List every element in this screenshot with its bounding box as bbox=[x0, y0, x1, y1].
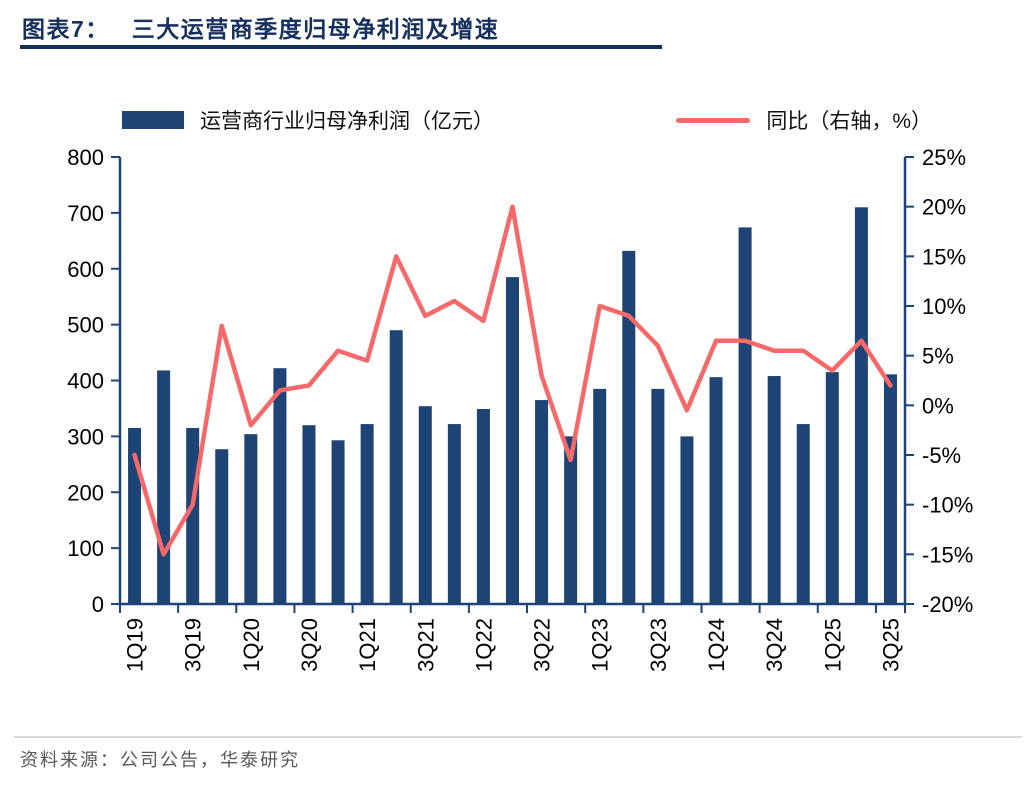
right-axis-label: 20% bbox=[922, 195, 966, 220]
bar-4Q19 bbox=[215, 449, 229, 604]
bar-3Q22 bbox=[535, 400, 549, 604]
bar-2Q23 bbox=[622, 250, 636, 604]
bar-4Q20 bbox=[331, 440, 345, 604]
bar-2Q24 bbox=[738, 227, 752, 604]
x-axis-label: 3Q23 bbox=[646, 618, 671, 672]
x-axis-label: 3Q22 bbox=[530, 618, 555, 672]
left-axis-label: 400 bbox=[67, 369, 104, 394]
bar-3Q20 bbox=[302, 425, 316, 604]
left-axis-label: 300 bbox=[67, 424, 104, 449]
legend-item-yoy: 同比（右轴，%） bbox=[676, 105, 932, 135]
bar-2Q25 bbox=[854, 207, 868, 604]
left-axis-label: 500 bbox=[67, 313, 104, 338]
left-axis-label: 0 bbox=[92, 592, 104, 617]
right-axis-label: 25% bbox=[922, 145, 966, 170]
left-axis-label: 100 bbox=[67, 536, 104, 561]
chart-title-prefix: 图表7： bbox=[22, 16, 110, 42]
x-axis-label: 3Q21 bbox=[413, 618, 438, 672]
x-axis-label: 3Q24 bbox=[762, 618, 787, 672]
bar-1Q20 bbox=[244, 434, 258, 604]
bar-1Q25 bbox=[825, 372, 839, 604]
right-axis-label: 10% bbox=[922, 294, 966, 319]
left-axis-label: 600 bbox=[67, 257, 104, 282]
bar-2Q21 bbox=[389, 330, 403, 604]
x-axis-label: 1Q24 bbox=[704, 618, 729, 672]
right-axis-label: -10% bbox=[922, 493, 973, 518]
x-axis-label: 3Q19 bbox=[181, 618, 206, 672]
bar-4Q24 bbox=[796, 424, 810, 604]
bar-3Q23 bbox=[651, 388, 665, 604]
line-series-label: 同比（右轴，%） bbox=[766, 110, 932, 133]
line-series-swatch bbox=[676, 117, 751, 123]
left-axis-label: 800 bbox=[67, 145, 104, 170]
source-note: 资料来源：公司公告，华泰研究 bbox=[20, 750, 300, 771]
x-axis-label: 1Q25 bbox=[820, 618, 845, 672]
bar-3Q24 bbox=[767, 376, 781, 604]
bar-4Q22 bbox=[564, 436, 578, 604]
chart-legend: 运营商行业归母净利润（亿元） 同比（右轴，%） bbox=[122, 105, 932, 135]
footer-divider bbox=[14, 736, 1022, 738]
right-axis-label: -20% bbox=[922, 592, 973, 617]
right-axis-label: 5% bbox=[922, 344, 954, 369]
x-axis-label: 1Q21 bbox=[355, 618, 380, 672]
bar-3Q25 bbox=[883, 374, 897, 604]
x-axis-label: 3Q25 bbox=[878, 618, 903, 672]
right-axis-label: -5% bbox=[922, 443, 961, 468]
x-axis-label: 1Q19 bbox=[123, 618, 148, 672]
x-axis-label: 1Q23 bbox=[588, 618, 613, 672]
chart-title: 图表7： 三大运营商季度归母净利润及增速 bbox=[22, 10, 499, 44]
chart-title-text: 三大运营商季度归母净利润及增速 bbox=[131, 16, 500, 42]
bar-1Q21 bbox=[360, 424, 374, 604]
left-axis-label: 700 bbox=[67, 201, 104, 226]
legend-item-net-profit: 运营商行业归母净利润（亿元） bbox=[122, 105, 494, 135]
bar-series-label: 运营商行业归母净利润（亿元） bbox=[200, 110, 494, 133]
bar-4Q23 bbox=[680, 436, 694, 604]
right-axis-label: 0% bbox=[922, 393, 954, 418]
bar-1Q23 bbox=[593, 388, 607, 604]
bar-1Q24 bbox=[709, 377, 723, 604]
title-underline bbox=[20, 45, 662, 49]
bar-2Q19 bbox=[157, 370, 171, 604]
bar-3Q21 bbox=[418, 406, 432, 604]
x-axis-label: 3Q20 bbox=[297, 618, 322, 672]
left-axis-label: 200 bbox=[67, 480, 104, 505]
bar-1Q22 bbox=[476, 408, 490, 604]
right-axis-label: -15% bbox=[922, 542, 973, 567]
bar-series-swatch bbox=[122, 111, 184, 129]
bar-4Q21 bbox=[447, 424, 461, 604]
right-axis-label: 15% bbox=[922, 244, 966, 269]
yoy-line bbox=[132, 204, 893, 557]
x-axis-label: 1Q20 bbox=[239, 618, 264, 672]
bar-2Q20 bbox=[273, 368, 287, 604]
x-axis-label: 1Q22 bbox=[471, 618, 496, 672]
bar-2Q22 bbox=[506, 277, 519, 604]
